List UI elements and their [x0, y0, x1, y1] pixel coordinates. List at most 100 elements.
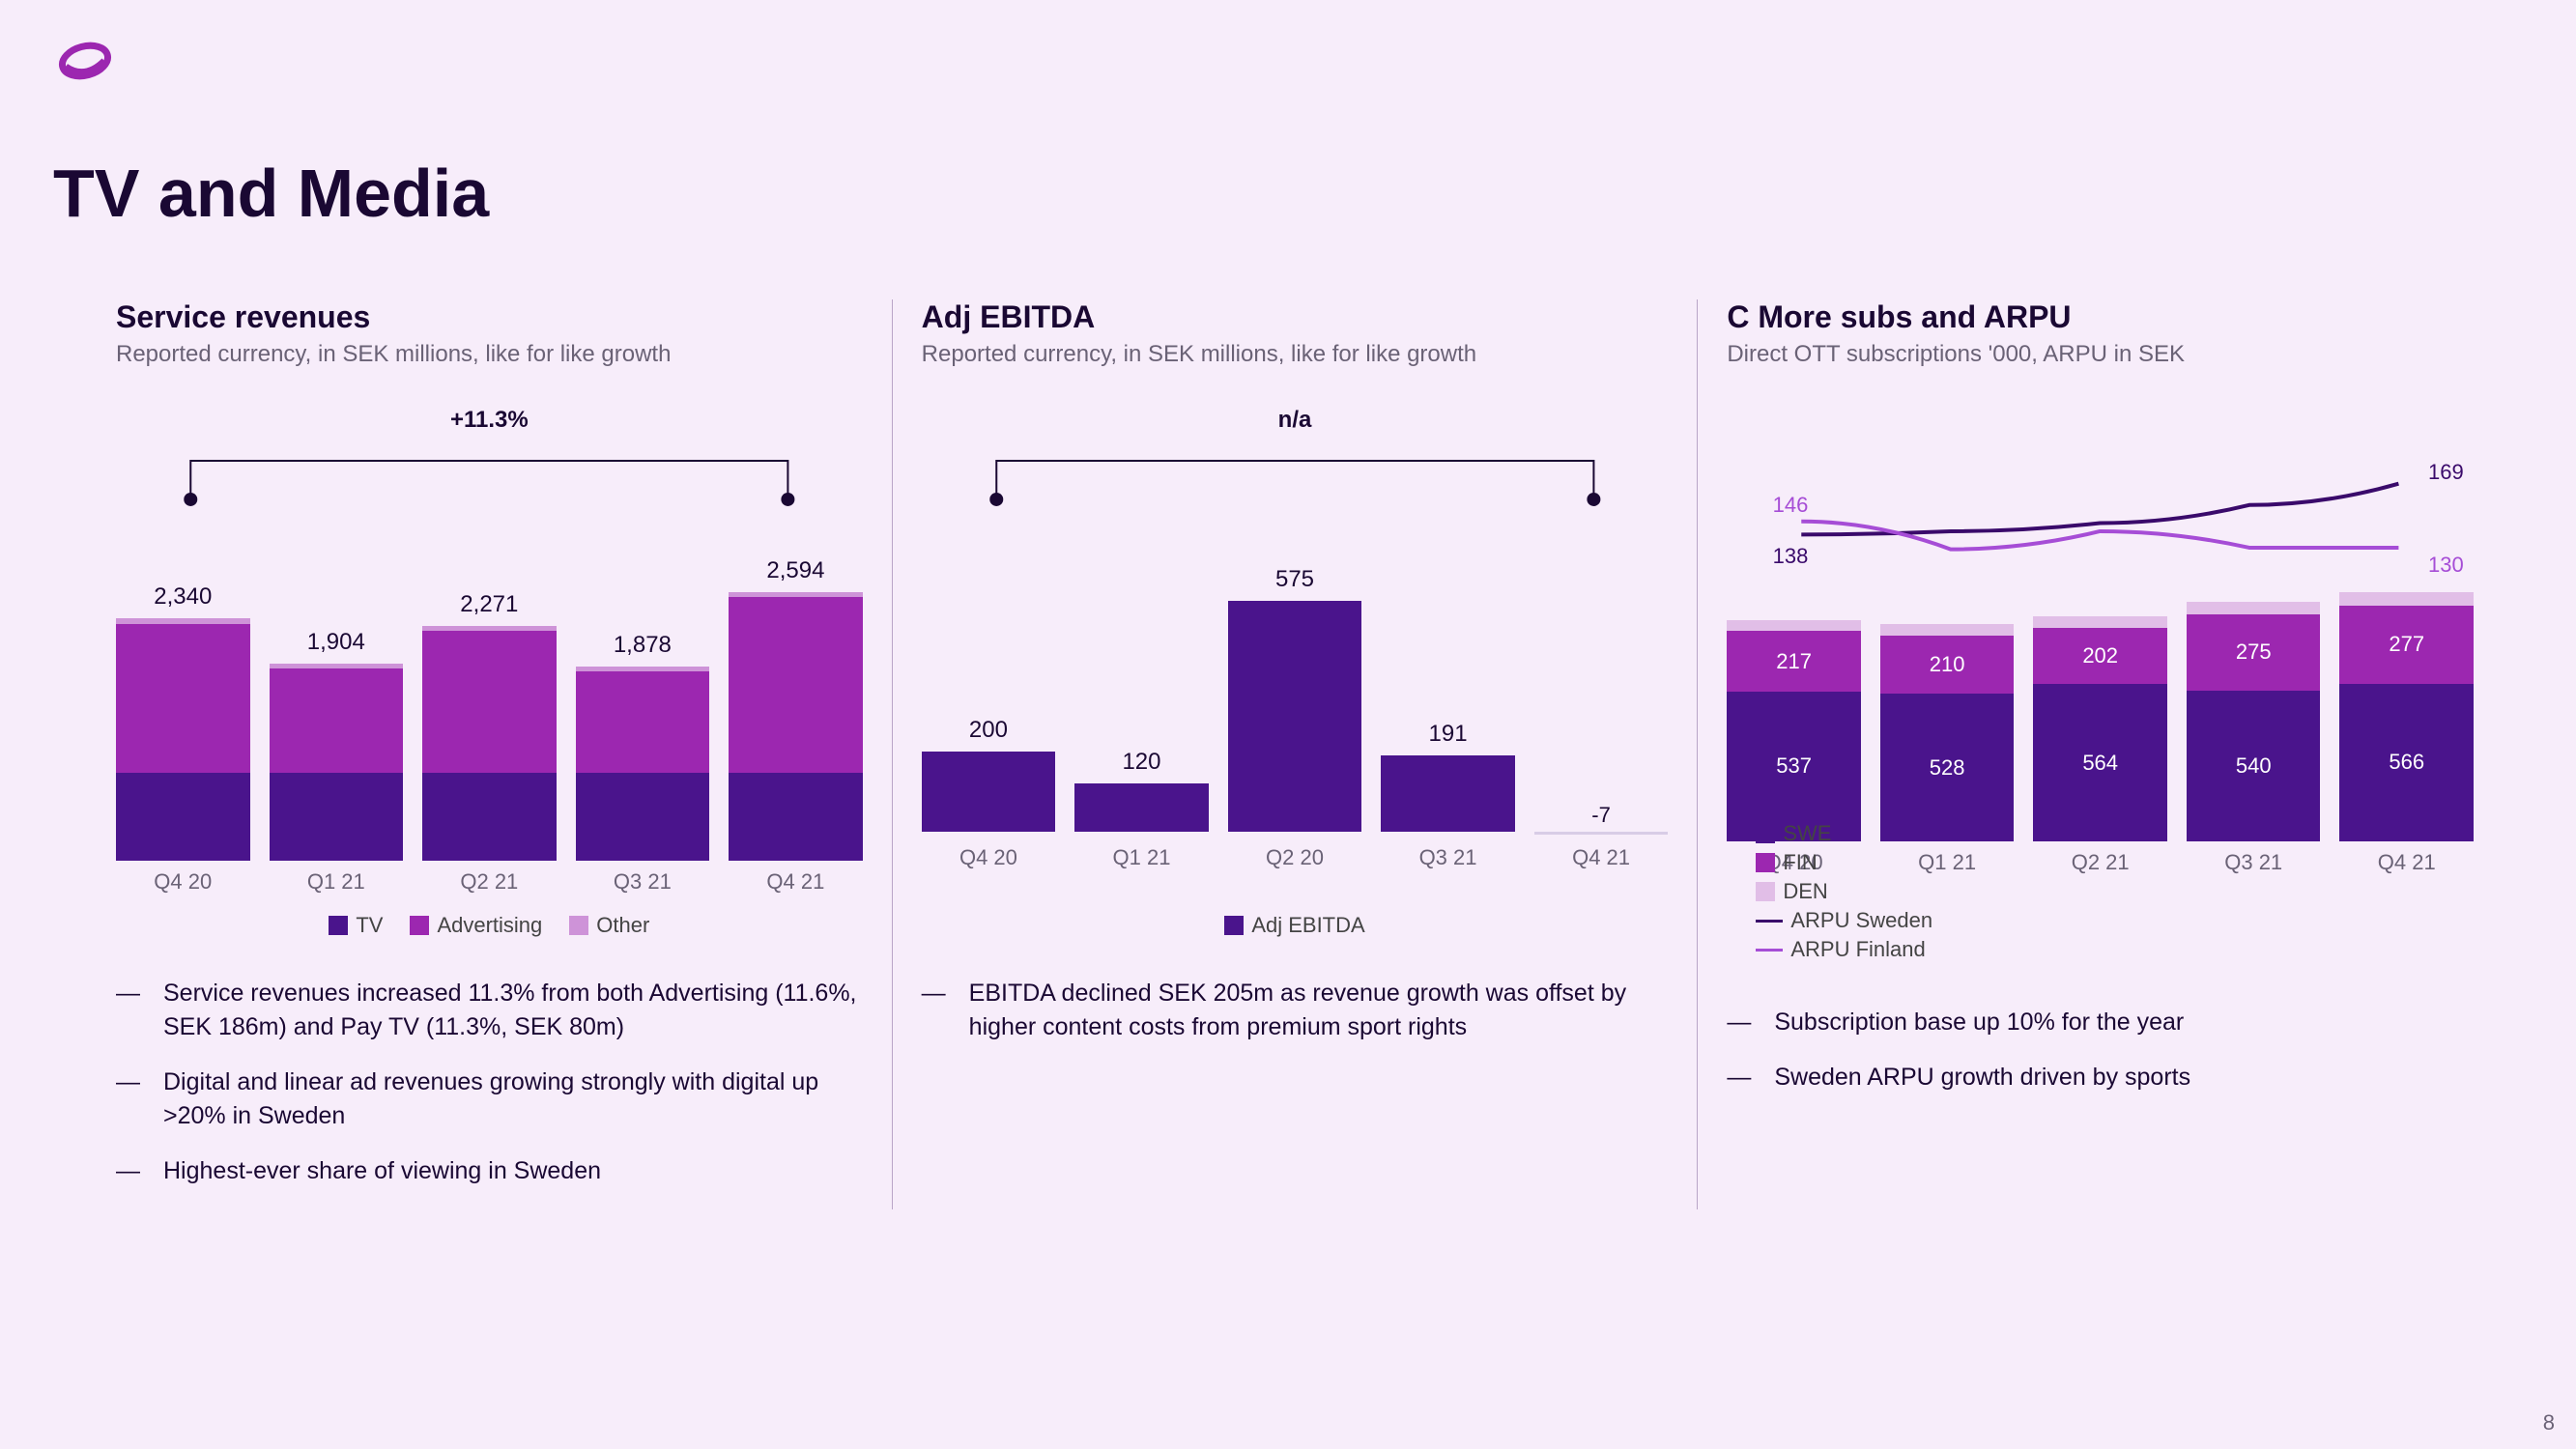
legend-item: Advertising	[410, 913, 542, 938]
legend-item: TV	[329, 913, 383, 938]
panel2-xlabels: Q4 20Q1 21Q2 20Q3 21Q4 21	[922, 845, 1669, 870]
panel1-bullets: Service revenues increased 11.3% from bo…	[116, 977, 863, 1188]
x-axis-label: Q2 20	[1228, 845, 1362, 870]
panel3-chart: 537217528210564202540275566277 Q4 20Q1 2…	[1727, 416, 2474, 957]
panel2-bracket-svg	[922, 441, 1669, 509]
panel2-chart: n/a 200120575191-7 Q4 20Q1 21Q2 20Q3 21Q…	[922, 416, 1669, 928]
bar-stack	[116, 618, 250, 861]
bar-segment-den	[1727, 620, 1861, 632]
x-axis-label: Q2 21	[422, 869, 557, 895]
legend-item: ARPU Sweden	[1756, 908, 2046, 933]
bar-segment-advertising	[422, 631, 557, 773]
bar-column: 120	[1074, 749, 1209, 832]
x-axis-label: Q4 20	[922, 845, 1056, 870]
bar-stack: 540275	[2187, 602, 2321, 841]
bar-segment-advertising	[576, 671, 710, 773]
bar-column: 575	[1228, 566, 1362, 832]
bar	[1228, 601, 1362, 832]
legend-swatch	[410, 916, 429, 935]
x-axis-label: Q4 20	[116, 869, 250, 895]
bar-segment-swe: 564	[2033, 684, 2167, 841]
panel1-bracket-label: +11.3%	[450, 407, 529, 434]
bar-segment-fin: 217	[1727, 631, 1861, 692]
bar-segment-tv	[729, 773, 863, 861]
panel1-bracket-svg	[116, 441, 863, 509]
panel-adj-ebitda: Adj EBITDA Reported currency, in SEK mil…	[892, 299, 1698, 1209]
bar-segment-fin: 210	[1880, 636, 2015, 695]
bullet-item: Service revenues increased 11.3% from bo…	[116, 977, 863, 1044]
panel2-bars: 200120575191-7	[922, 571, 1669, 832]
x-axis-label: Q4 21	[1534, 845, 1669, 870]
bar-value-label: 191	[1429, 721, 1468, 748]
bar-stack	[422, 626, 557, 861]
legend-swatch	[329, 916, 348, 935]
legend-item: ARPU Finland	[1756, 937, 2046, 962]
panel-cmore: C More subs and ARPU Direct OTT subscrip…	[1697, 299, 2503, 1209]
bar-segment-fin: 202	[2033, 628, 2167, 684]
panel3-bars: 537 217 528 210 564 202 540275566277	[1727, 590, 2474, 841]
bullet-item: EBITDA declined SEK 205m as revenue grow…	[922, 977, 1669, 1044]
bar-segment-tv	[116, 773, 250, 861]
bar-total-label: 1,904	[307, 629, 365, 656]
line-end-label: 169	[2428, 460, 2464, 485]
panel2-title: Adj EBITDA	[922, 299, 1669, 335]
bar-segment-tv	[422, 773, 557, 861]
bar-value-label: 200	[969, 717, 1008, 744]
bar-segment-label: 217	[1727, 649, 1861, 674]
bar-column: 191	[1381, 721, 1515, 832]
legend-label: ARPU Finland	[1790, 937, 1925, 962]
bar-column: 200	[922, 717, 1056, 832]
legend-swatch	[1756, 824, 1775, 843]
bar-segment-label: 277	[2339, 632, 2474, 657]
x-axis-label: Q3 21	[1381, 845, 1515, 870]
legend-swatch	[1224, 916, 1244, 935]
legend-swatch	[569, 916, 588, 935]
legend-item: Adj EBITDA	[1224, 913, 1364, 938]
bar-stack: 566277	[2339, 592, 2474, 841]
bar-column: 528 210	[1880, 624, 2015, 841]
legend-label: Adj EBITDA	[1251, 913, 1364, 938]
panel2-bullets: EBITDA declined SEK 205m as revenue grow…	[922, 977, 1669, 1044]
bar-total-label: 2,340	[154, 583, 212, 611]
bullet-item: Subscription base up 10% for the year	[1727, 1006, 2474, 1039]
x-axis-label: Q4 21	[729, 869, 863, 895]
panel1-chart: +11.3% 2,3401,9042,2711,8782,594 Q4 20Q1…	[116, 416, 863, 928]
x-axis-label: Q1 21	[270, 869, 404, 895]
legend-label: ARPU Sweden	[1790, 908, 1932, 933]
bar-column: 1,878	[576, 632, 710, 861]
bar-segment-label: 528	[1880, 755, 2015, 781]
bar-total-label: 2,271	[460, 591, 518, 618]
panel2-legend: Adj EBITDA	[922, 913, 1669, 938]
bar-stack: 564 202	[2033, 616, 2167, 841]
panel2-subtitle: Reported currency, in SEK millions, like…	[922, 341, 1669, 368]
bullet-item: Sweden ARPU growth driven by sports	[1727, 1061, 2474, 1094]
legend-swatch	[1756, 882, 1775, 901]
bar	[1074, 783, 1209, 832]
bar-value-label: 120	[1122, 749, 1160, 776]
bar-stack	[576, 667, 710, 861]
bar-segment-swe: 537	[1727, 692, 1861, 841]
bar-column: 540275	[2187, 602, 2321, 841]
bar-column: 2,594	[729, 557, 863, 861]
line-end-label: 130	[2428, 553, 2464, 578]
legend-line	[1756, 920, 1783, 923]
bar-segment-den	[2033, 616, 2167, 628]
bar-column: 537 217	[1727, 620, 1861, 841]
bar-total-label: 2,594	[766, 557, 824, 584]
panel1-bars: 2,3401,9042,2711,8782,594	[116, 571, 863, 861]
bar-segment-label: 537	[1727, 753, 1861, 779]
company-logo	[58, 34, 112, 93]
bar-segment-advertising	[729, 597, 863, 773]
panel2-bracket-label: n/a	[1278, 407, 1312, 434]
bar-segment-swe: 528	[1880, 694, 2015, 841]
bar	[1381, 755, 1515, 832]
bullet-item: Highest-ever share of viewing in Sweden	[116, 1154, 863, 1188]
legend-swatch	[1756, 853, 1775, 872]
bar-segment-label: 564	[2033, 751, 2167, 776]
bar-stack: 528 210	[1880, 624, 2015, 841]
panel3-bullets: Subscription base up 10% for the year Swe…	[1727, 1006, 2474, 1094]
panel1-legend: TV Advertising Other	[116, 913, 863, 938]
legend-item: Other	[569, 913, 649, 938]
bar-stack	[729, 592, 863, 861]
panel3-title: C More subs and ARPU	[1727, 299, 2474, 335]
